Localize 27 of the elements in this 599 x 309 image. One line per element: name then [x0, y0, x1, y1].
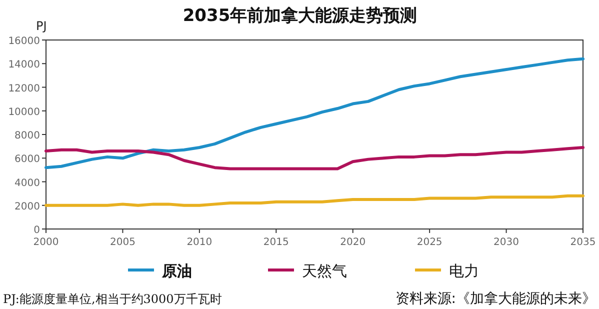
text: PJ:能源度量单位,相当于约3000万千瓦时	[3, 292, 222, 306]
y-tick-label: 6000	[14, 154, 40, 166]
y-tick-label: 10000	[8, 106, 40, 118]
line-series	[44, 194, 584, 207]
x-tick-label: 2005	[110, 237, 136, 248]
y-tick-label: 2000	[14, 201, 40, 212]
y-tick-label: 8000	[14, 130, 40, 142]
x-tick-label: 2015	[263, 237, 289, 248]
legend-label: 电力	[449, 262, 479, 280]
y-axis-title: PJ	[36, 19, 47, 33]
y-tick-label: 12000	[8, 83, 40, 94]
legend-label: 原油	[161, 262, 192, 280]
y-tick-label: 16000	[8, 36, 40, 47]
x-tick-label: 2020	[340, 237, 366, 248]
x-tick-label: 2035	[570, 237, 596, 248]
line-series	[44, 146, 584, 170]
x-tick-label: 2010	[186, 237, 212, 248]
line-series	[44, 57, 584, 170]
x-tick-label: 2000	[33, 237, 59, 248]
x-tick-label: 2025	[416, 237, 442, 248]
x-tick-label: 2030	[494, 237, 520, 248]
chart-title: 2035年前加拿大能源走势预测	[182, 6, 418, 26]
text: 资料来源:《加拿大能源的未来》	[395, 291, 596, 307]
y-tick-label: 14000	[8, 60, 40, 71]
y-tick-label: 4000	[14, 178, 40, 189]
y-tick-label: 0	[34, 225, 40, 236]
legend-label: 天然气	[302, 262, 347, 280]
